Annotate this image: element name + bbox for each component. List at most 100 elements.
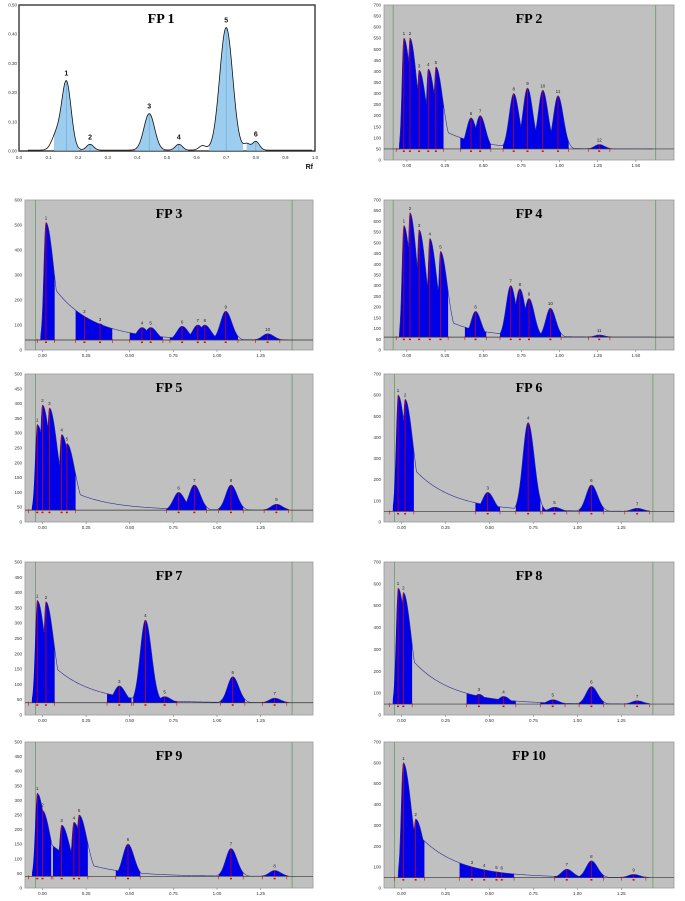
peak-area	[75, 310, 113, 340]
peak-tick	[590, 879, 593, 881]
y-tick-label: 100	[373, 691, 381, 696]
peak-label: 4	[527, 416, 530, 421]
y-tick-label: 400	[14, 401, 22, 406]
x-tick-label: 0.75	[529, 525, 538, 530]
peak-label: 9	[224, 304, 227, 309]
x-tick-label: 0.50	[485, 891, 494, 896]
peak-label: 1	[36, 786, 39, 791]
chart-title: FP 5	[156, 381, 183, 396]
peak-label: 3	[147, 104, 151, 111]
peak-label: 5	[149, 321, 152, 326]
peak-tick	[470, 150, 472, 152]
peak-tick	[118, 704, 121, 706]
peak-label: 4	[429, 232, 432, 237]
peak-tick	[224, 341, 227, 343]
peak-label: 7	[509, 279, 512, 284]
peak-tick	[203, 341, 206, 343]
peak-area	[169, 311, 238, 340]
y-tick-label: 100	[14, 682, 22, 687]
peak-area	[389, 588, 413, 705]
chart-fp5: 0 50 100 150 200 250 300 350 400 450 500 0.00 0.25 0.…	[3, 372, 321, 532]
peak-label: 5	[495, 865, 498, 870]
y-tick-label: 400	[373, 435, 381, 440]
peak-tick	[36, 704, 39, 706]
y-tick-label: 350	[14, 416, 22, 421]
chart-title: FP 4	[516, 207, 543, 222]
y-tick-label: 400	[14, 769, 22, 774]
x-tick-label: 1.00	[573, 525, 582, 530]
peak-area	[500, 285, 562, 338]
x-tick-label: 0.9	[282, 155, 289, 160]
chart-fp8: 0 100 200 300 400 500 600 700 0.00 0.25 0.50 0.75 1.…	[362, 560, 682, 725]
x-tick-label: 0.25	[441, 718, 450, 723]
x-tick-label: 0.00	[397, 718, 406, 723]
y-tick-label: 50	[17, 871, 23, 876]
peak-tick	[474, 338, 477, 341]
x-tick-label: 0.25	[441, 891, 450, 896]
peak-tick	[36, 511, 39, 514]
peak-tick	[598, 338, 601, 341]
peak-tick	[126, 877, 129, 880]
peak-tick	[44, 704, 47, 706]
x-tick-label: 1.25	[593, 353, 602, 358]
peak-label: 8	[230, 478, 233, 483]
y-tick-label: 550	[373, 230, 381, 235]
x-tick-label: 1.25	[617, 525, 626, 530]
peak-label: 5	[78, 808, 81, 813]
peak-label: 11	[597, 328, 602, 333]
x-tick-label: 1.25	[593, 163, 602, 168]
peak-tick	[48, 511, 51, 514]
x-tick-label: 0.75	[517, 353, 526, 358]
y-tick-label: 0.30	[8, 61, 17, 66]
y-tick-label: 600	[373, 581, 381, 586]
peak-label: 8	[204, 318, 207, 323]
peak-label: 10	[540, 83, 546, 88]
chart-title: FP 1	[148, 12, 175, 27]
peak-tick	[402, 705, 405, 708]
x-tick-label: 0.75	[529, 891, 538, 896]
y-tick-label: 500	[373, 781, 381, 786]
peak-label: 6	[590, 680, 593, 685]
chart-title: FP 9	[156, 749, 183, 764]
peak-label: 5	[553, 500, 556, 505]
peak-tick	[408, 150, 411, 152]
peak-label: 4	[141, 321, 144, 326]
peak-label: 4	[483, 863, 486, 868]
peak-label: 4	[502, 689, 505, 694]
peak-tick	[509, 338, 512, 341]
y-tick-label: 700	[373, 740, 381, 745]
peak-label: 9	[526, 81, 529, 86]
y-tick-label: 500	[373, 47, 381, 52]
y-tick-label: 100	[373, 865, 381, 870]
peak-label: 6	[590, 478, 593, 483]
x-tick-label: 0.00	[403, 163, 412, 168]
y-tick-label: 350	[14, 783, 22, 788]
peak-label: 8	[512, 87, 515, 92]
y-tick-label: 300	[373, 647, 381, 652]
y-tick-label: 200	[373, 669, 381, 674]
peak-label: 6	[470, 111, 473, 116]
y-tick-label: 0.00	[8, 149, 17, 154]
y-tick-label: 150	[14, 667, 22, 672]
y-tick-label: 300	[14, 621, 22, 626]
peak-tick	[181, 341, 184, 343]
peak-label: 2	[41, 803, 44, 808]
x-tick-label: 1.50	[631, 353, 640, 358]
y-tick-label: 0	[378, 348, 381, 353]
x-tick-label: 0.50	[485, 718, 494, 723]
peak-label: 5	[439, 244, 442, 249]
chart-fp2: 0 50 100 150 200 250 300 350 400 450 500 550 600 650 7…	[362, 3, 682, 170]
peak-label: 2	[83, 309, 86, 314]
y-tick-label: 400	[373, 625, 381, 630]
peak-tick	[36, 877, 39, 880]
peak-tick	[231, 704, 234, 706]
peak-label: 2	[88, 134, 92, 141]
peak-label: 9	[528, 292, 531, 297]
y-tick-label: 500	[14, 223, 22, 228]
y-tick-label: 300	[373, 456, 381, 461]
y-tick-label: 0	[19, 713, 22, 718]
peak-label: 5	[224, 17, 228, 24]
y-tick-label: 50	[17, 505, 23, 510]
y-tick-label: 0	[19, 348, 22, 353]
density-curve	[38, 601, 289, 703]
